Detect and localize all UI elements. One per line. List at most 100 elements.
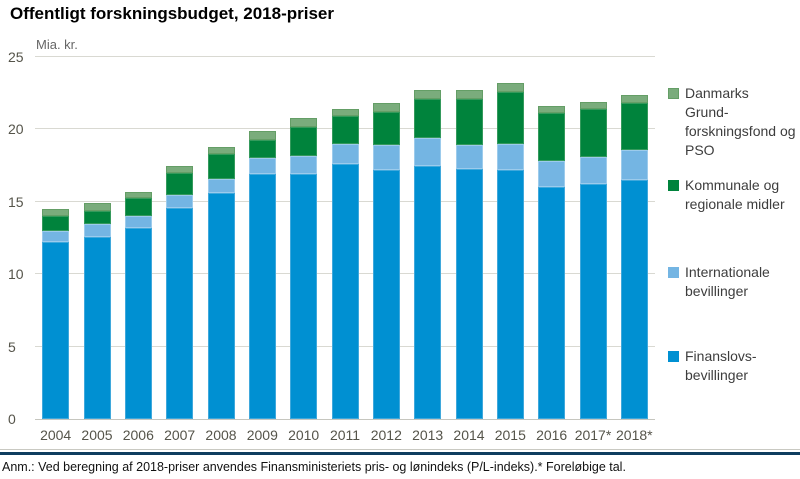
x-tick-label-2016: 2016 <box>536 427 568 443</box>
gridline-0 <box>35 419 655 420</box>
segment-kommunale-og-regionale-midler <box>166 172 194 195</box>
segment-kommunale-og-regionale-midler <box>372 112 400 146</box>
y-tick-label-20: 20 <box>8 121 24 138</box>
legend-swatch-icon <box>668 267 679 278</box>
x-tick-label-2007: 2007 <box>164 427 196 443</box>
segment-finanslovsbevillinger <box>455 168 483 419</box>
x-tick-label-2004: 2004 <box>40 427 72 443</box>
segment-internationale-bevillinger <box>248 158 276 175</box>
segment-finanslovsbevillinger <box>579 184 607 419</box>
segment-danmarks-grundforskningsfond-og-pso <box>83 203 111 211</box>
segment-finanslovsbevillinger <box>538 187 566 419</box>
segment-danmarks-grundforskningsfond-og-pso <box>455 90 483 100</box>
x-tick-label-2012: 2012 <box>370 427 402 443</box>
y-tick-label-5: 5 <box>8 338 16 355</box>
legend-label: Kommunale og regionale midler <box>685 177 785 212</box>
x-tick-label-2014: 2014 <box>453 427 485 443</box>
chart-plot-area <box>35 56 655 420</box>
segment-internationale-bevillinger <box>207 178 235 194</box>
segment-finanslovsbevillinger <box>83 236 111 419</box>
segment-danmarks-grundforskningsfond-og-pso <box>579 101 607 110</box>
x-tick-label-2013: 2013 <box>412 427 444 443</box>
bar-2008 <box>207 146 235 419</box>
segment-internationale-bevillinger <box>331 143 359 165</box>
segment-internationale-bevillinger <box>290 155 318 175</box>
bar-2005 <box>83 203 111 419</box>
segment-kommunale-og-regionale-midler <box>331 116 359 144</box>
legend-label: Danmarks Grund- forskningsfond og PSO <box>685 85 796 158</box>
legend-item: Kommunale og regionale midler <box>668 176 785 214</box>
chart-title: Offentligt forskningsbudget, 2018-priser <box>10 4 334 23</box>
separator-line-gray <box>0 449 800 450</box>
segment-internationale-bevillinger <box>496 143 524 170</box>
x-tick-label-2005: 2005 <box>81 427 113 443</box>
segment-kommunale-og-regionale-midler <box>290 126 318 156</box>
segment-internationale-bevillinger <box>42 230 70 243</box>
segment-kommunale-og-regionale-midler <box>83 210 111 224</box>
segment-danmarks-grundforskningsfond-og-pso <box>124 191 152 198</box>
footnote: Anm.: Ved beregning af 2018-priser anven… <box>2 460 626 474</box>
bar-2014 <box>455 90 483 419</box>
bar-2010 <box>290 117 318 419</box>
segment-internationale-bevillinger <box>620 149 648 181</box>
segment-finanslovsbevillinger <box>248 174 276 419</box>
segment-kommunale-og-regionale-midler <box>42 216 70 231</box>
segment-internationale-bevillinger <box>83 223 111 237</box>
x-tick-label-2011: 2011 <box>329 427 361 443</box>
segment-kommunale-og-regionale-midler <box>620 103 648 150</box>
bar-2018 <box>620 94 648 419</box>
segment-danmarks-grundforskningsfond-og-pso <box>290 117 318 127</box>
segment-finanslovsbevillinger <box>414 165 442 419</box>
segment-danmarks-grundforskningsfond-og-pso <box>620 94 648 104</box>
segment-kommunale-og-regionale-midler <box>455 99 483 146</box>
x-tick-label-2015: 2015 <box>494 427 526 443</box>
segment-internationale-bevillinger <box>455 145 483 169</box>
legend-label: Finanslovs- bevillinger <box>685 348 757 383</box>
segment-finanslovsbevillinger <box>496 169 524 419</box>
y-tick-label-0: 0 <box>8 411 16 427</box>
segment-finanslovsbevillinger <box>42 242 70 419</box>
legend-swatch-icon <box>668 351 679 362</box>
x-tick-label-2018: 2018* <box>616 427 653 443</box>
y-tick-label-15: 15 <box>8 193 24 210</box>
x-tick-label-2009: 2009 <box>246 427 278 443</box>
segment-internationale-bevillinger <box>124 216 152 228</box>
x-tick-label-2008: 2008 <box>205 427 237 443</box>
chart-legend: Danmarks Grund- forskningsfond og PSO Kom… <box>668 0 800 440</box>
segment-danmarks-grundforskningsfond-og-pso <box>372 103 400 113</box>
segment-finanslovsbevillinger <box>620 180 648 419</box>
x-tick-label-2006: 2006 <box>122 427 154 443</box>
bar-2009 <box>248 130 276 419</box>
segment-finanslovsbevillinger <box>372 169 400 419</box>
segment-internationale-bevillinger <box>372 145 400 170</box>
bar-2006 <box>124 191 152 419</box>
legend-swatch-icon <box>668 88 679 99</box>
legend-item: Internationale bevillinger <box>668 263 770 301</box>
separator-line-navy <box>0 452 800 455</box>
segment-finanslovsbevillinger <box>331 164 359 419</box>
bar-2017 <box>579 101 607 419</box>
segment-danmarks-grundforskningsfond-og-pso <box>207 146 235 155</box>
bar-2016 <box>538 106 566 419</box>
segment-danmarks-grundforskningsfond-og-pso <box>166 165 194 173</box>
segment-internationale-bevillinger <box>538 161 566 188</box>
segment-danmarks-grundforskningsfond-og-pso <box>496 83 524 92</box>
legend-item: Finanslovs- bevillinger <box>668 347 757 385</box>
y-tick-label-10: 10 <box>8 266 24 283</box>
segment-internationale-bevillinger <box>166 194 194 208</box>
bar-2015 <box>496 83 524 419</box>
bar-2012 <box>372 103 400 419</box>
segment-danmarks-grundforskningsfond-og-pso <box>414 90 442 100</box>
segment-finanslovsbevillinger <box>207 193 235 419</box>
segment-finanslovsbevillinger <box>290 174 318 419</box>
y-axis-unit-label: Mia. kr. <box>36 37 78 52</box>
bar-2011 <box>331 109 359 419</box>
segment-finanslovsbevillinger <box>166 207 194 419</box>
segment-kommunale-og-regionale-midler <box>414 99 442 139</box>
legend-label: Internationale bevillinger <box>685 264 770 299</box>
segment-internationale-bevillinger <box>414 138 442 166</box>
legend-swatch-icon <box>668 180 679 191</box>
segment-danmarks-grundforskningsfond-og-pso <box>248 130 276 140</box>
x-tick-label-2017: 2017* <box>574 427 612 443</box>
